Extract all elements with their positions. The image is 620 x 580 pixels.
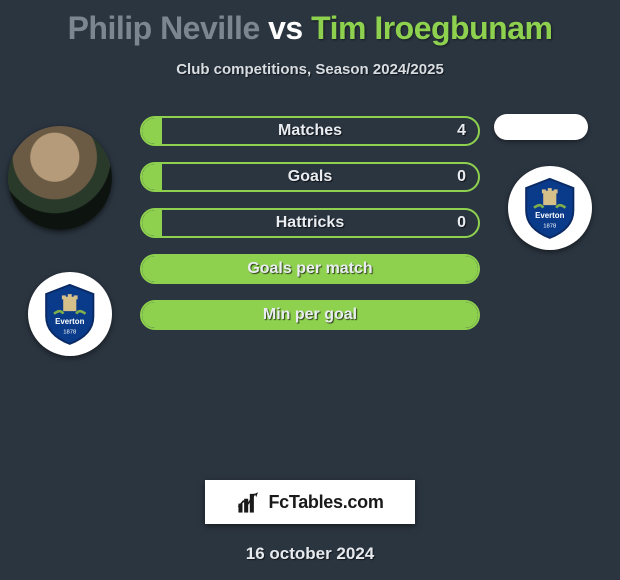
stat-bar-label: Goals [142, 164, 478, 190]
brand-text: FcTables.com [268, 492, 383, 513]
stat-bar: Min per goal [140, 300, 480, 330]
stat-bar: Matches4 [140, 116, 480, 146]
svg-text:1878: 1878 [63, 330, 77, 336]
competition-subtitle: Club competitions, Season 2024/2025 [0, 61, 620, 78]
player1-name: Philip Neville [68, 10, 260, 46]
player2-club-crest: Everton 1878 [508, 166, 592, 250]
everton-crest-icon: Everton 1878 [517, 175, 583, 241]
stat-bar-value: 0 [457, 210, 466, 236]
svg-text:1878: 1878 [543, 224, 557, 230]
fctables-logo-icon [236, 489, 262, 515]
player1-photo [8, 126, 112, 230]
stat-bar: Goals0 [140, 162, 480, 192]
everton-crest-icon: Everton 1878 [37, 281, 103, 347]
player2-photo-placeholder [494, 114, 588, 140]
snapshot-date: 16 october 2024 [0, 544, 620, 564]
stat-bar-label: Min per goal [142, 302, 478, 328]
brand-badge: FcTables.com [205, 480, 415, 524]
stat-bar-label: Hattricks [142, 210, 478, 236]
stat-bar: Hattricks0 [140, 208, 480, 238]
stats-bars: Matches4Goals0Hattricks0Goals per matchM… [140, 116, 480, 346]
svg-text:Everton: Everton [55, 317, 84, 326]
stat-bar: Goals per match [140, 254, 480, 284]
comparison-title: Philip Neville vs Tim Iroegbunam [0, 0, 620, 47]
stat-bar-label: Matches [142, 118, 478, 144]
stat-bar-value: 0 [457, 164, 466, 190]
stat-bar-label: Goals per match [142, 256, 478, 282]
vs-label: vs [268, 10, 303, 46]
player1-club-crest: Everton 1878 [28, 272, 112, 356]
stat-bar-value: 4 [457, 118, 466, 144]
svg-text:Everton: Everton [535, 211, 564, 220]
player2-name: Tim Iroegbunam [311, 10, 552, 46]
comparison-stage: Everton 1878 Everton 1878 Matches4Goals0… [0, 106, 620, 486]
